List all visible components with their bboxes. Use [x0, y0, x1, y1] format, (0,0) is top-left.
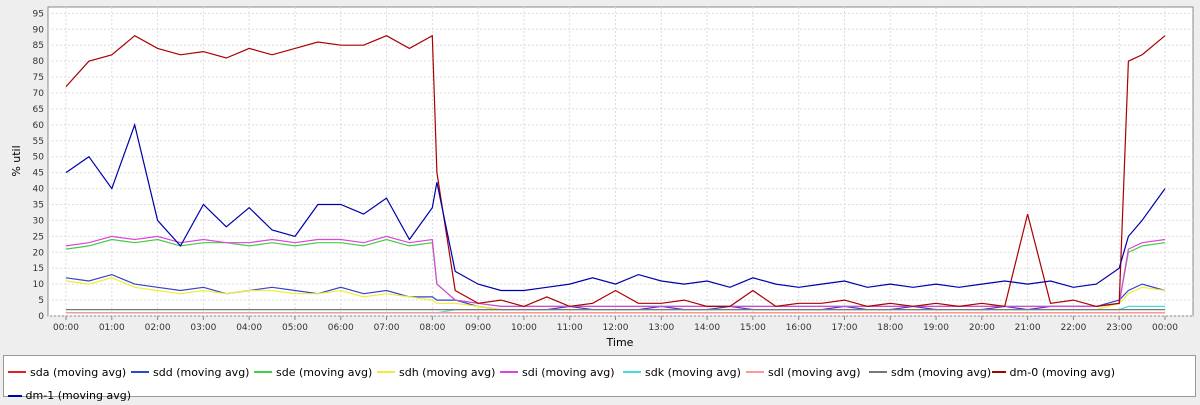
legend-label: sda (moving avg) [30, 365, 127, 379]
x-tick-label: 15:00 [740, 323, 766, 333]
x-tick-label: 07:00 [374, 323, 400, 333]
x-tick-label: 02:00 [145, 323, 171, 333]
legend-swatch [992, 371, 1006, 373]
y-tick-label: 15 [33, 264, 44, 274]
x-tick-label: 23:00 [1106, 323, 1132, 333]
y-tick-label: 70 [33, 89, 45, 99]
legend-item-sdm: sdm (moving avg) [869, 363, 992, 382]
x-axis-ticks: 00:00 01:00 02:00 03:00 04:00 05:00 06:00 07:00… [53, 316, 1178, 333]
x-tick-label: 21:00 [1015, 323, 1041, 333]
series-lines [65, 34, 1166, 314]
legend-swatch [254, 371, 272, 373]
y-axis-title: % util [10, 145, 23, 176]
x-tick-label: 12:00 [603, 323, 629, 333]
y-tick-label: 90 [33, 25, 45, 35]
x-tick-label: 06:00 [328, 323, 354, 333]
x-tick-label: 08:00 [419, 323, 445, 333]
x-tick-label: 10:00 [511, 323, 537, 333]
series-line-dm-1 [65, 122, 1166, 292]
legend-item-sdk: sdk (moving avg) [623, 363, 746, 382]
plot-background [47, 6, 1194, 317]
x-tick-label: 05:00 [282, 323, 308, 333]
legend-label: sdk (moving avg) [645, 365, 741, 379]
grid-lines [48, 7, 1193, 317]
y-tick-label: 60 [33, 121, 45, 131]
y-tick-label: 85 [33, 41, 44, 51]
x-tick-label: 13:00 [648, 323, 674, 333]
y-tick-label: 35 [33, 201, 44, 211]
legend-swatch [8, 394, 22, 397]
legend-item-sdi: sdi (moving avg) [500, 363, 623, 382]
x-tick-label: 11:00 [557, 323, 583, 333]
x-tick-label: 17:00 [831, 323, 857, 333]
y-tick-label: 10 [33, 280, 45, 290]
legend-swatch [500, 371, 518, 373]
legend-swatch [623, 371, 641, 373]
y-tick-label: 95 [33, 9, 44, 19]
y-tick-label: 20 [33, 248, 45, 258]
y-tick-label: 45 [33, 169, 44, 179]
legend: sda (moving avg) sdd (moving avg) sde (mov… [3, 355, 1196, 402]
legend-item-sdl: sdl (moving avg) [746, 363, 869, 382]
legend-swatch [377, 371, 395, 373]
legend-swatch [8, 371, 26, 373]
legend-item-dm-0: dm-0 (moving avg) [992, 363, 1115, 382]
x-axis-title: Time [606, 336, 634, 349]
legend-item-sde: sde (moving avg) [254, 363, 377, 382]
x-tick-label: 19:00 [923, 323, 949, 333]
x-tick-label: 18:00 [877, 323, 903, 333]
series-line-sdi [65, 235, 1166, 307]
legend-label: sde (moving avg) [276, 365, 373, 379]
y-tick-label: 65 [33, 105, 44, 115]
x-tick-label: 14:00 [694, 323, 720, 333]
y-tick-label: 50 [33, 153, 45, 163]
series-line-dm-0 [65, 34, 1166, 308]
x-tick-label: 03:00 [190, 323, 216, 333]
y-tick-label: 5 [38, 296, 44, 306]
legend-swatch [869, 371, 887, 373]
x-tick-label: 22:00 [1060, 323, 1086, 333]
legend-swatch [746, 371, 764, 373]
y-tick-label: 75 [33, 73, 44, 83]
legend-swatch [131, 371, 149, 373]
chart-area: 0 5 10 15 20 25 30 35 40 45 50 55 60 65 70 75 80 85 90 95 0… [10, 6, 1194, 349]
legend-item-dm-1: dm-1 (moving avg) [8, 386, 131, 405]
legend-item-sdd: sdd (moving avg) [131, 363, 254, 382]
y-axis-ticks: 0 5 10 15 20 25 30 35 40 45 50 55 60 65 70 75 80 85 90 95 [33, 9, 45, 322]
y-tick-label: 40 [33, 185, 45, 195]
legend-label: sdl (moving avg) [768, 365, 861, 379]
y-tick-label: 30 [33, 216, 45, 226]
y-tick-label: 55 [33, 137, 44, 147]
legend-item-sdh: sdh (moving avg) [377, 363, 500, 382]
x-tick-label: 00:00 [1152, 323, 1178, 333]
x-tick-label: 00:00 [53, 323, 79, 333]
legend-label: sdm (moving avg) [891, 365, 992, 379]
legend-label: dm-1 (moving avg) [25, 389, 131, 402]
legend-item-sda: sda (moving avg) [8, 363, 131, 382]
x-tick-label: 09:00 [465, 323, 491, 333]
legend-label: sdh (moving avg) [399, 365, 496, 379]
y-tick-label: 80 [33, 57, 45, 67]
x-tick-label: 04:00 [236, 323, 262, 333]
x-tick-label: 01:00 [99, 323, 125, 333]
y-tick-label: 25 [33, 232, 44, 242]
legend-label: sdd (moving avg) [153, 365, 250, 379]
x-tick-label: 16:00 [786, 323, 812, 333]
x-tick-label: 20:00 [969, 323, 995, 333]
y-tick-label: 0 [38, 312, 44, 322]
legend-label: dm-0 (moving avg) [1009, 365, 1115, 379]
legend-label: sdi (moving avg) [522, 365, 615, 379]
